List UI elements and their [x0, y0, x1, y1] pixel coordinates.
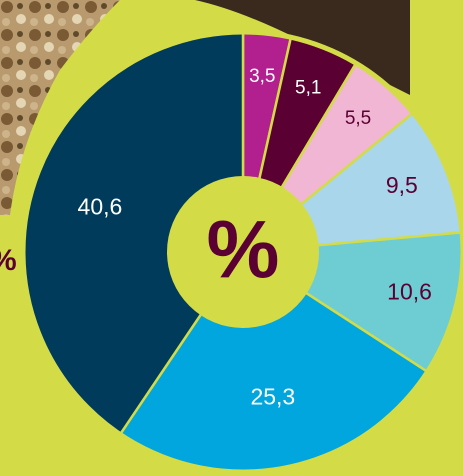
value-label: 40,6 [78, 193, 123, 219]
value-label: 25,3 [250, 384, 295, 410]
infographic: % 3,5 5,1 5,5 9,5 10,6 25,3 40,6% [0, 0, 463, 476]
value-label: 5,5 [345, 108, 371, 129]
value-label: 3,5 [249, 66, 275, 87]
value-label: 10,6 [387, 278, 432, 304]
value-label: 9,5 [386, 172, 418, 198]
pie: 3,5 5,1 5,5 9,5 10,6 25,3 40,6% [23, 32, 463, 472]
value-label: 5,1 [295, 78, 321, 99]
center-label: % [207, 205, 280, 296]
side-label: % [0, 244, 17, 277]
